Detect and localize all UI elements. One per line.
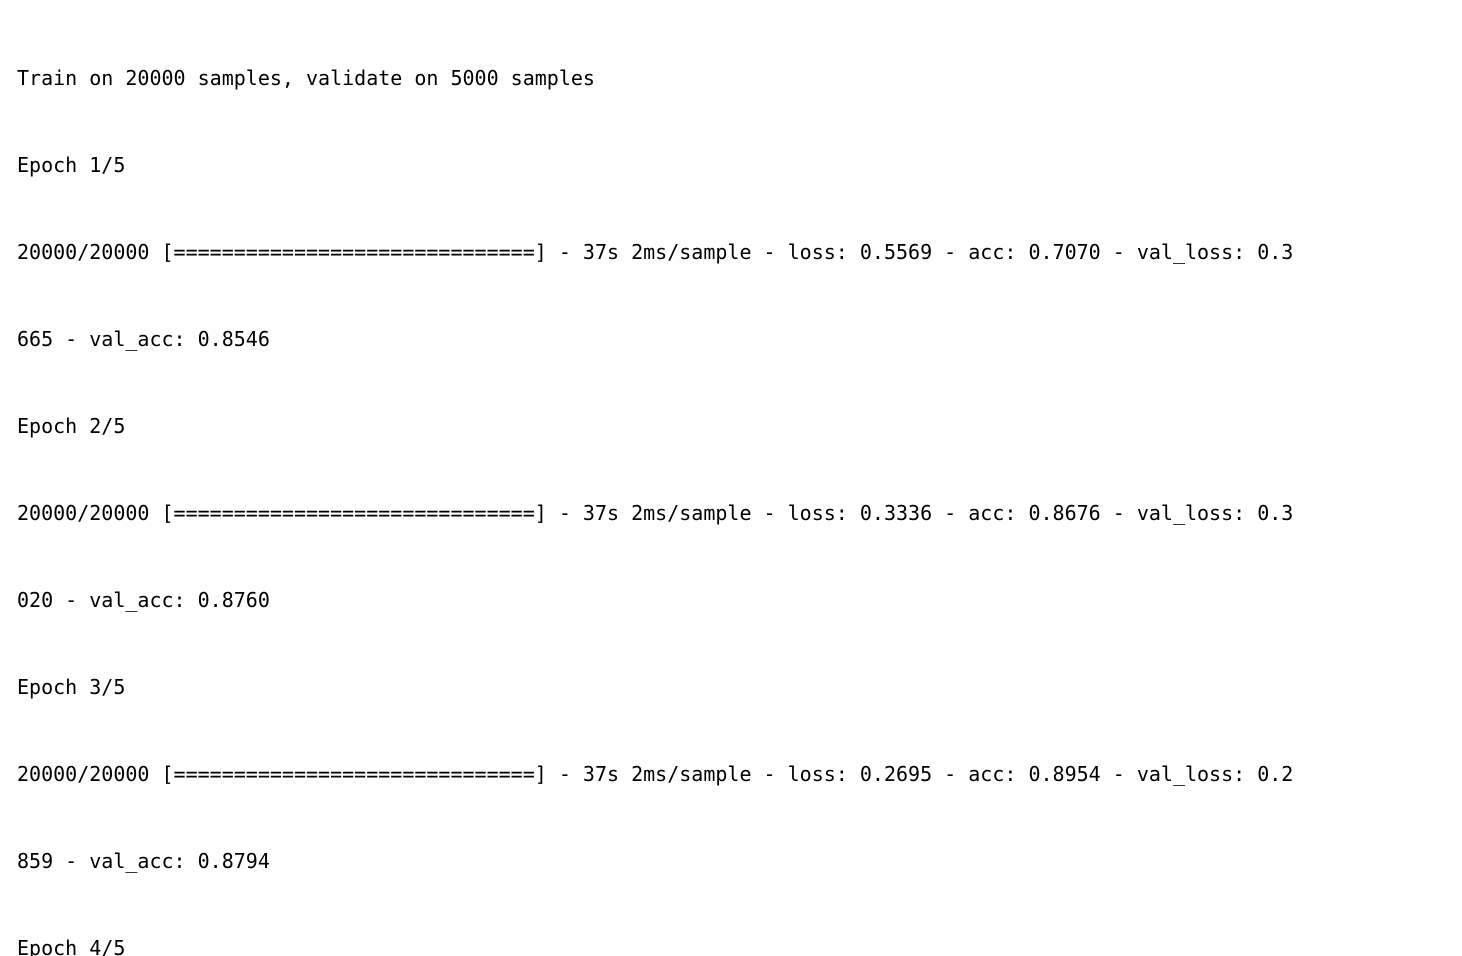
- log-line-progress-1-wrap: 665 - val_acc: 0.8546: [17, 327, 270, 351]
- training-log-output: Train on 20000 samples, validate on 5000…: [17, 6, 1457, 956]
- log-line-epoch-3: Epoch 3/5: [17, 675, 126, 699]
- log-line-progress-3: 20000/20000 [===========================…: [17, 762, 1294, 786]
- log-line-progress-2-wrap: 020 - val_acc: 0.8760: [17, 588, 270, 612]
- log-line-progress-2: 20000/20000 [===========================…: [17, 501, 1294, 525]
- log-line-epoch-2: Epoch 2/5: [17, 414, 126, 438]
- log-line-progress-1: 20000/20000 [===========================…: [17, 240, 1294, 264]
- log-line-epoch-4: Epoch 4/5: [17, 936, 126, 956]
- log-line-summary: Train on 20000 samples, validate on 5000…: [17, 66, 595, 90]
- log-line-progress-3-wrap: 859 - val_acc: 0.8794: [17, 849, 270, 873]
- log-line-epoch-1: Epoch 1/5: [17, 153, 126, 177]
